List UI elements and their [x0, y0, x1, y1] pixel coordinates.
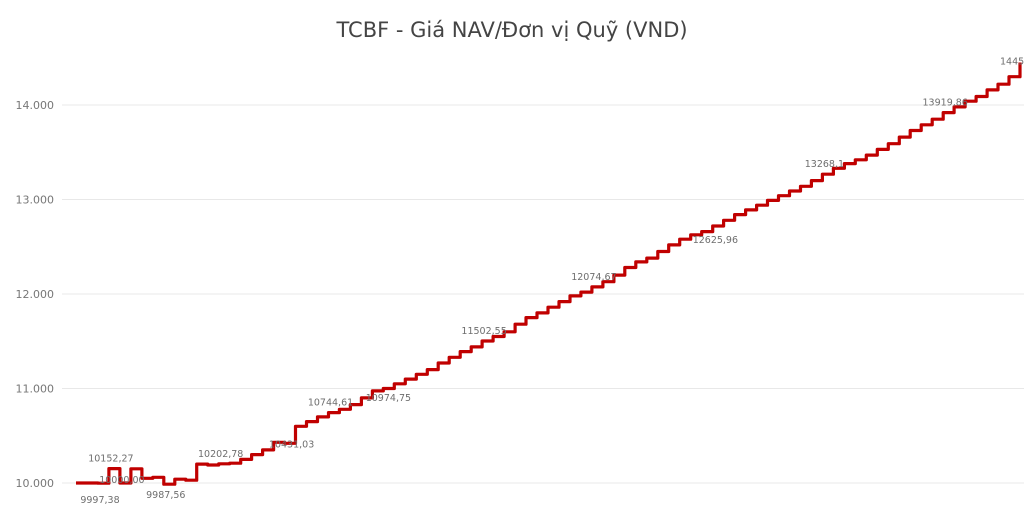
y-tick-label: 10.000 [16, 477, 55, 490]
data-label: 11502,55 [461, 326, 506, 337]
data-label: 13919,86 [923, 98, 968, 109]
data-label: 12074,67 [571, 272, 616, 283]
data-label: 12625,96 [693, 235, 738, 246]
data-label: 10000,00 [99, 475, 144, 486]
nav-series-line [76, 62, 1022, 486]
data-label: 1445 [1000, 57, 1024, 68]
data-label: 10744,61 [308, 398, 353, 409]
data-label: 9987,56 [146, 490, 185, 501]
data-label: 9997,38 [80, 495, 119, 506]
y-tick-label: 12.000 [16, 288, 55, 301]
data-label: 10202,78 [198, 449, 243, 460]
series-layer [76, 62, 1022, 486]
y-tick-label: 14.000 [16, 99, 55, 112]
chart-title: TCBF - Giá NAV/Đơn vị Quỹ (VND) [336, 18, 688, 42]
data-label: 13268,1 [805, 159, 844, 170]
y-axis-ticks: 10.000 11.000 12.000 13.000 14.000 [16, 99, 55, 490]
data-label: 10431,03 [269, 439, 314, 450]
y-tick-label: 13.000 [16, 194, 55, 207]
data-label: 10974,75 [366, 393, 411, 404]
data-label: 10152,27 [88, 454, 133, 465]
grid-layer [62, 104, 1024, 484]
y-tick-label: 11.000 [16, 383, 55, 396]
